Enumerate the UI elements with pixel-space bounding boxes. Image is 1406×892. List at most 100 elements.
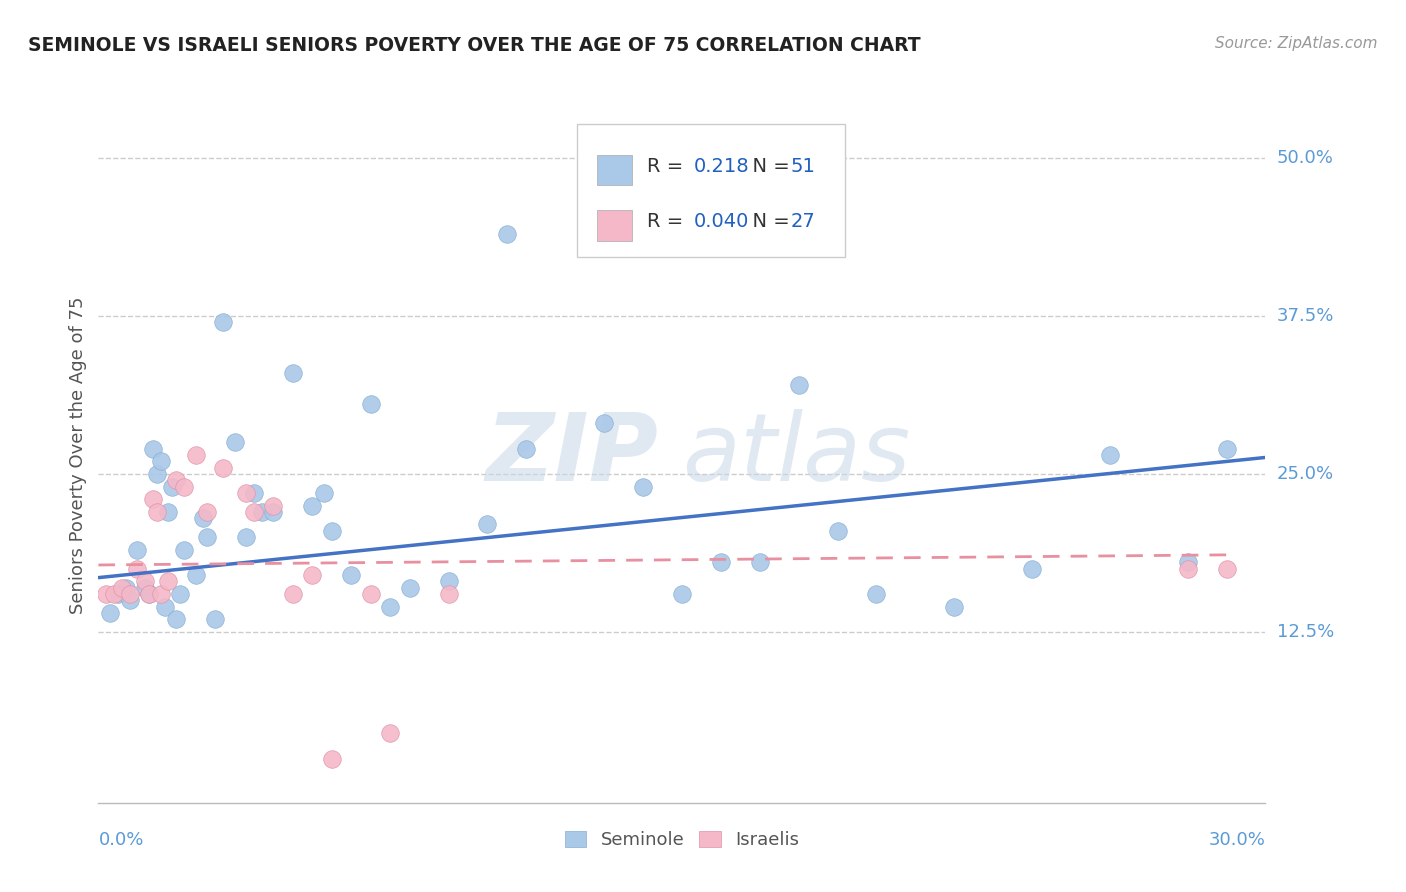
Text: 50.0%: 50.0% [1277, 149, 1333, 167]
Point [149, 454, 172, 468]
Point [243, 505, 266, 519]
Text: N =: N = [741, 157, 796, 176]
Point [1215, 442, 1237, 456]
Point [162, 479, 184, 493]
Point [103, 587, 125, 601]
Text: atlas: atlas [682, 409, 910, 500]
Point [224, 435, 246, 450]
Point [1177, 562, 1199, 576]
Point [312, 486, 335, 500]
Point [142, 492, 165, 507]
Text: R =: R = [647, 157, 689, 176]
Point [1215, 562, 1237, 576]
Point [437, 574, 460, 589]
Point [515, 442, 537, 456]
Point [787, 378, 810, 392]
Point [631, 479, 654, 493]
Legend: Seminole, Israelis: Seminole, Israelis [558, 823, 806, 856]
Point [262, 505, 284, 519]
Point [193, 511, 215, 525]
Point [127, 542, 149, 557]
Point [173, 479, 195, 493]
Point [398, 581, 420, 595]
Point [321, 751, 343, 765]
Point [360, 587, 382, 601]
Text: 0.218: 0.218 [693, 157, 749, 176]
FancyBboxPatch shape [596, 154, 631, 186]
Point [96, 587, 118, 601]
Point [477, 517, 499, 532]
Point [235, 530, 257, 544]
Point [184, 568, 207, 582]
Point [340, 568, 363, 582]
Point [169, 587, 191, 601]
Text: R =: R = [647, 212, 689, 231]
Point [321, 524, 343, 538]
Point [281, 587, 304, 601]
Point [118, 587, 141, 601]
Point [301, 499, 323, 513]
Text: 51: 51 [790, 157, 815, 176]
Point [204, 612, 226, 626]
Point [301, 568, 323, 582]
Text: 12.5%: 12.5% [1277, 623, 1334, 641]
Text: 30.0%: 30.0% [1209, 830, 1265, 848]
Text: 37.5%: 37.5% [1277, 307, 1334, 325]
Text: 0.0%: 0.0% [98, 830, 143, 848]
Text: 25.0%: 25.0% [1277, 465, 1334, 483]
Point [157, 505, 180, 519]
Text: SEMINOLE VS ISRAELI SENIORS POVERTY OVER THE AGE OF 75 CORRELATION CHART: SEMINOLE VS ISRAELI SENIORS POVERTY OVER… [28, 36, 921, 54]
Point [138, 587, 160, 601]
Point [235, 486, 257, 500]
Point [118, 593, 141, 607]
Point [146, 505, 169, 519]
Point [671, 587, 693, 601]
Point [142, 442, 165, 456]
Point [165, 612, 187, 626]
Point [134, 581, 156, 595]
Point [153, 599, 176, 614]
Point [360, 397, 382, 411]
Point [1098, 448, 1121, 462]
Point [165, 473, 187, 487]
Text: 27: 27 [790, 212, 815, 231]
Text: ZIP: ZIP [485, 409, 658, 501]
Point [827, 524, 849, 538]
Y-axis label: Seniors Poverty Over the Age of 75: Seniors Poverty Over the Age of 75 [69, 296, 87, 614]
Point [184, 448, 207, 462]
Text: Source: ZipAtlas.com: Source: ZipAtlas.com [1215, 36, 1378, 51]
Point [1177, 556, 1199, 570]
Point [127, 562, 149, 576]
Text: 0.040: 0.040 [693, 212, 749, 231]
Point [243, 486, 266, 500]
Point [380, 599, 402, 614]
Point [212, 460, 235, 475]
Point [250, 505, 273, 519]
Point [173, 542, 195, 557]
Point [149, 587, 172, 601]
Point [865, 587, 887, 601]
Point [380, 726, 402, 740]
Point [281, 366, 304, 380]
Point [138, 587, 160, 601]
Point [107, 587, 129, 601]
Point [195, 530, 218, 544]
Point [146, 467, 169, 481]
Point [212, 315, 235, 329]
Point [710, 556, 733, 570]
Point [98, 606, 121, 620]
Point [195, 505, 218, 519]
Point [593, 417, 616, 431]
Point [134, 574, 156, 589]
Text: N =: N = [741, 212, 796, 231]
Point [437, 587, 460, 601]
Point [111, 581, 134, 595]
FancyBboxPatch shape [576, 124, 845, 257]
Point [748, 556, 770, 570]
Point [262, 499, 284, 513]
Point [114, 581, 136, 595]
Point [496, 227, 519, 241]
Point [943, 599, 966, 614]
Point [157, 574, 180, 589]
Point [1021, 562, 1043, 576]
